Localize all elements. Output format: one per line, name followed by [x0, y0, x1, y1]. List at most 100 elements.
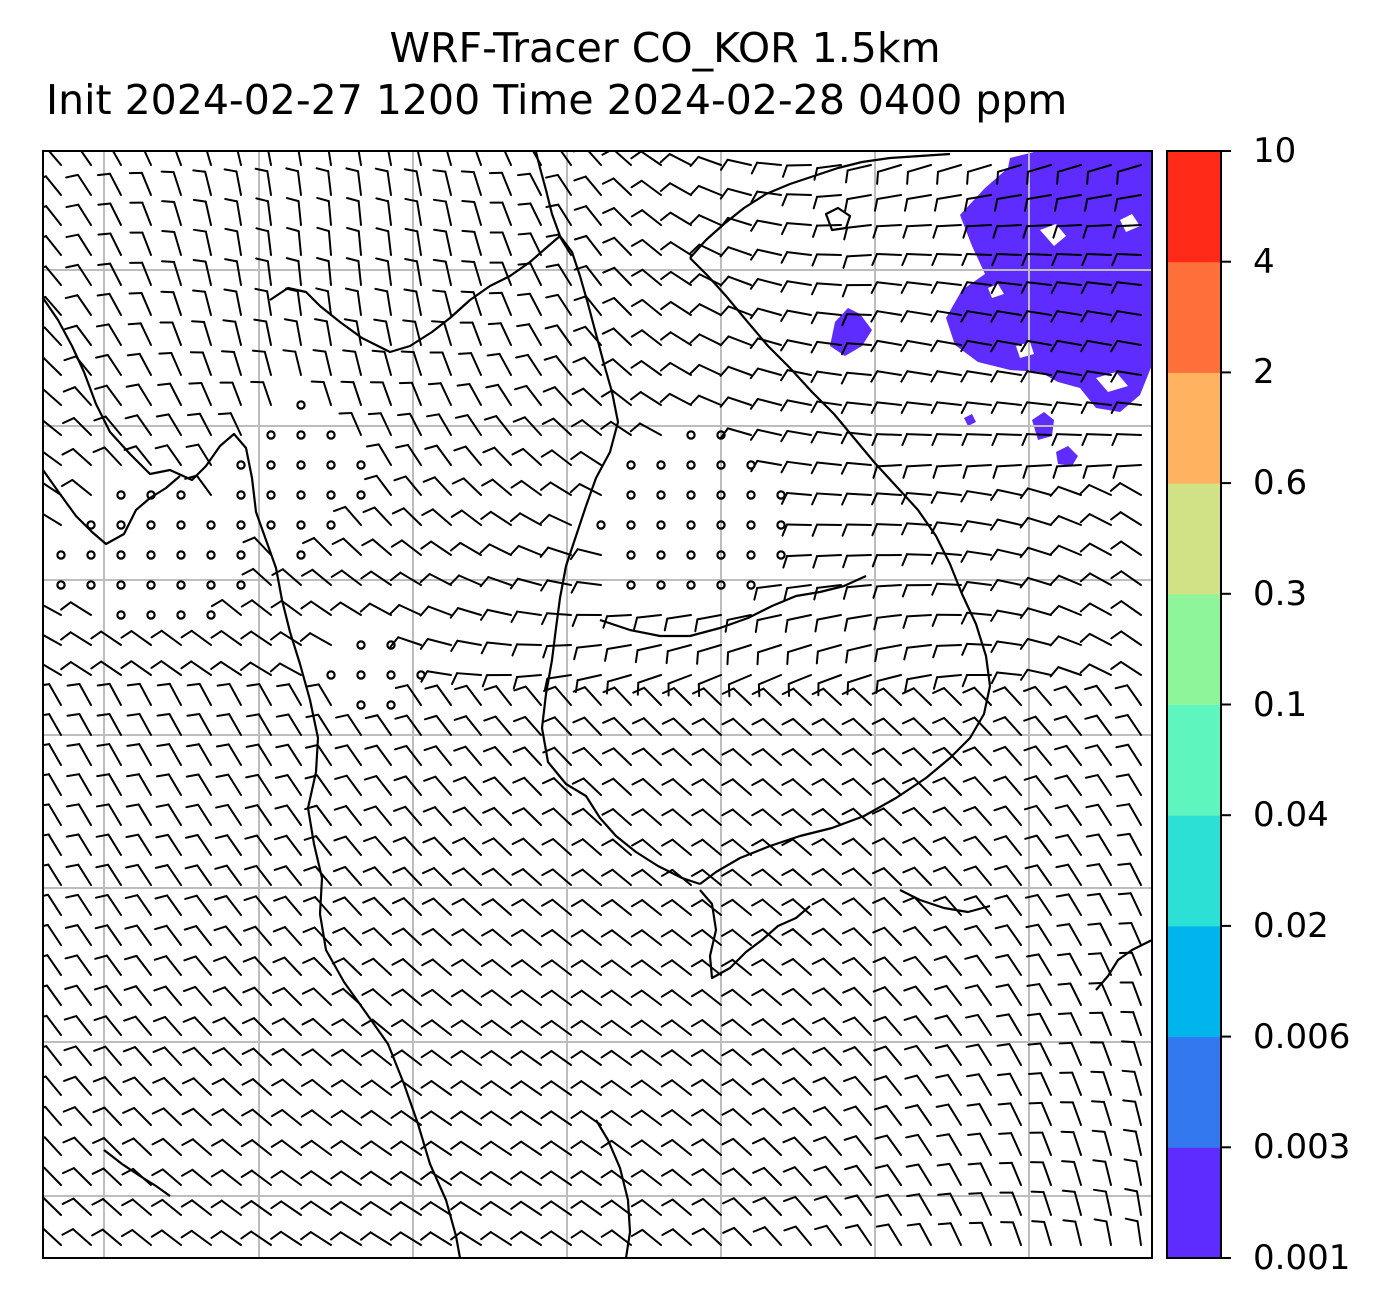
wind-barb-staff — [792, 1017, 812, 1036]
wind-barb-flag — [930, 310, 939, 323]
wind-barb-staff — [429, 1201, 452, 1216]
wind-barb — [1019, 487, 1052, 500]
calm-wind-circle — [626, 490, 636, 500]
calm-wind-circle — [146, 580, 156, 590]
wind-barb-staff — [885, 1104, 902, 1126]
wind-barb-flag — [154, 864, 169, 869]
wind-barb — [902, 807, 932, 826]
wind-barb-staff — [529, 232, 542, 256]
wind-barb-staff — [442, 321, 452, 346]
wind-barb-flag — [365, 443, 380, 448]
wind-barb-staff — [966, 550, 992, 556]
wind-barb-staff — [162, 1107, 182, 1126]
wind-barb — [331, 1018, 362, 1036]
wind-barb-flag — [1085, 833, 1100, 838]
wind-barb — [394, 714, 422, 736]
wind-barb-staff — [579, 450, 602, 466]
wind-barb-flag — [243, 925, 257, 932]
wind-barb-staff — [473, 230, 482, 256]
wind-barb — [62, 1136, 92, 1156]
wind-barb-flag — [420, 1170, 432, 1181]
wind-barb-staff — [792, 687, 812, 706]
wind-barb — [1092, 1159, 1112, 1186]
wind-barb — [513, 685, 542, 706]
wind-barb-staff — [973, 716, 992, 736]
wind-barb-staff — [794, 1225, 812, 1246]
wind-barb — [936, 164, 962, 185]
wind-barb-flag — [403, 288, 418, 293]
wind-barb-staff — [255, 864, 272, 886]
wind-barb — [1031, 1220, 1052, 1246]
wind-barb-staff — [493, 446, 512, 466]
wind-barb — [1110, 339, 1142, 353]
wind-barb-flag — [935, 1073, 949, 1079]
wind-barb-flag — [1079, 572, 1091, 583]
wind-barb-staff — [936, 551, 962, 556]
wind-barb-flag — [1110, 540, 1123, 550]
wind-barb-staff — [636, 614, 662, 619]
wind-barb — [460, 170, 482, 196]
wind-barb-staff — [613, 207, 632, 226]
wind-barb — [811, 747, 842, 766]
wind-barb-flag — [389, 636, 400, 648]
wind-barb-flag — [573, 235, 588, 241]
wind-barb — [840, 401, 872, 415]
wind-barb — [545, 293, 572, 316]
wind-barb-staff — [253, 986, 272, 1006]
wind-barb-staff — [611, 899, 632, 916]
wind-barb-flag — [1114, 684, 1129, 690]
wind-barb-staff — [1004, 805, 1022, 826]
wind-barb — [781, 1047, 812, 1066]
wind-barb-staff — [640, 959, 662, 976]
wind-barb-staff — [846, 461, 872, 466]
wind-barb-flag — [510, 1050, 523, 1059]
wind-barb-flag — [450, 989, 464, 998]
wind-barb — [1050, 401, 1082, 414]
wind-barb-flag — [1025, 923, 1040, 929]
wind-barb — [661, 747, 692, 766]
wind-barb — [817, 674, 842, 697]
wind-barb — [210, 1199, 242, 1216]
wind-barb-flag — [397, 412, 411, 417]
wind-barb — [933, 194, 962, 212]
wind-barb — [936, 1162, 962, 1186]
wind-barb — [842, 254, 872, 269]
wind-barb — [1110, 511, 1142, 526]
wind-barb-flag — [990, 370, 999, 383]
wind-barb-staff — [1120, 600, 1142, 616]
wind-barb — [461, 200, 482, 226]
wind-barb-staff — [551, 929, 572, 946]
wind-barb-flag — [460, 290, 475, 294]
wind-barb-staff — [949, 1222, 962, 1246]
wind-barb-flag — [993, 864, 1008, 871]
wind-barb-staff — [357, 200, 362, 226]
wind-barb-staff — [731, 778, 752, 796]
wind-barb — [569, 483, 602, 496]
wind-barb-staff — [583, 716, 602, 736]
wind-barb-staff — [222, 1047, 242, 1066]
wind-barb-flag — [482, 746, 497, 753]
wind-barb-flag — [450, 1019, 463, 1028]
wind-barb — [220, 350, 242, 376]
wind-barb-flag — [1084, 714, 1098, 720]
wind-barb-staff — [76, 294, 92, 316]
wind-barb-staff — [494, 715, 512, 736]
wind-barb-flag — [63, 1015, 78, 1021]
wind-barb-flag — [253, 318, 268, 323]
wind-barb-flag — [659, 182, 672, 192]
wind-barb — [373, 318, 392, 346]
wind-barb-staff — [996, 488, 1022, 496]
wind-barb-flag — [509, 544, 520, 556]
wind-barb — [540, 1230, 572, 1246]
wind-barb-staff — [224, 925, 242, 946]
wind-barb-staff — [286, 774, 302, 796]
wind-barb — [43, 388, 62, 406]
wind-barb-flag — [660, 989, 673, 998]
wind-barb — [900, 339, 932, 353]
wind-barb — [360, 1140, 392, 1156]
wind-barb-flag — [841, 897, 855, 905]
wind-barb-flag — [901, 522, 909, 536]
wind-barb-flag — [124, 414, 139, 420]
wind-barb-flag — [1109, 482, 1122, 492]
wind-barb — [342, 349, 362, 376]
